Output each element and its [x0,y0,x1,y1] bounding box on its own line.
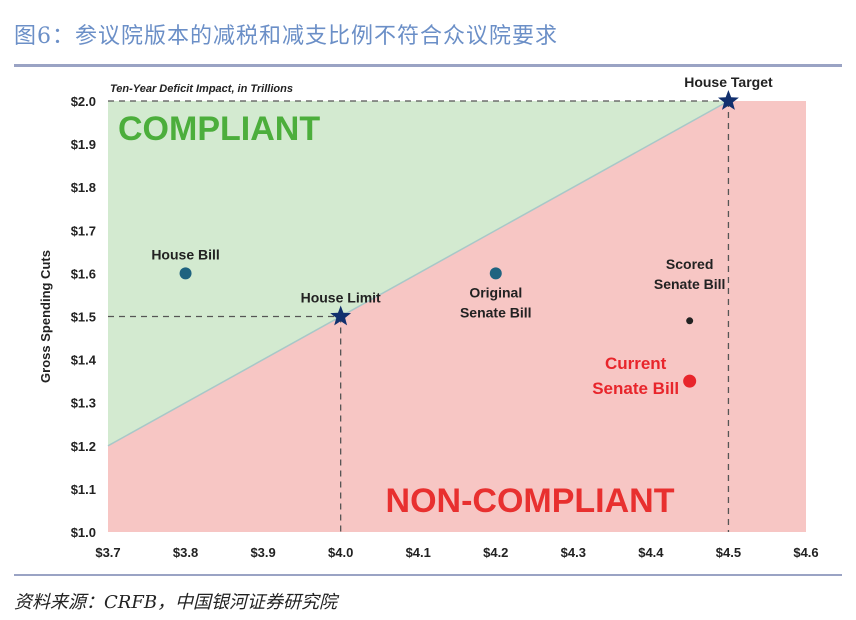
source-note: 资料来源：CRFB，中国银河证券研究院 [14,592,338,613]
compliant-label: COMPLIANT [118,110,320,148]
x-tick-label: $4.3 [561,545,586,560]
point-label: Original [469,284,522,300]
original-senate-bill-point [489,267,502,280]
y-tick-label: $1.1 [71,482,96,497]
y-tick-label: $1.5 [71,310,96,325]
x-tick-label: $4.1 [406,545,431,560]
noncompliant-region [108,101,806,532]
x-tick-label: $4.2 [483,545,508,560]
bottom-rule [14,574,842,576]
chart-subtitle: Ten-Year Deficit Impact, in Trillions [110,83,293,95]
y-tick-label: $1.8 [71,180,96,195]
point-label: Senate Bill [460,304,532,320]
y-tick-label: $1.7 [71,223,96,238]
point-label: House Target [684,74,773,90]
y-axis-label: Gross Spending Cuts [38,250,53,383]
top-rule [14,64,842,67]
y-tick-label: $1.6 [71,266,96,281]
y-tick-label: $1.2 [71,439,96,454]
point-label: House Limit [301,290,381,306]
scored-senate-bill-point [686,317,694,325]
scatter-chart: COMPLIANT NON-COMPLIANT Ten-Year Deficit I… [38,74,819,560]
point-label: Current [605,354,667,373]
y-tick-label: $2.0 [71,94,96,109]
current-senate-bill-point [683,374,697,388]
x-tick-label: $3.7 [95,545,120,560]
figure-title: 图6：参议院版本的减税和减支比例不符合众议院要求 [14,24,558,49]
house-target-star [718,90,739,110]
y-tick-label: $1.9 [71,137,96,152]
house-limit-star [330,305,352,326]
point-label: Scored [666,256,713,272]
y-tick-label: $1.3 [71,396,96,411]
noncompliant-label: NON-COMPLIANT [386,482,675,520]
x-tick-label: $4.6 [793,545,818,560]
point-label: House Bill [151,246,219,262]
x-tick-label: $4.4 [638,545,664,560]
x-tick-label: $3.9 [250,545,275,560]
point-label: Senate Bill [592,379,679,398]
boundary-line [107,100,729,447]
x-tick-label: $3.8 [173,545,198,560]
y-tick-label: $1.0 [71,525,96,540]
house-bill-point [179,267,192,280]
x-tick-label: $4.0 [328,545,353,560]
x-tick-label: $4.5 [716,545,741,560]
y-tick-label: $1.4 [71,353,97,368]
point-label: Senate Bill [654,276,726,292]
